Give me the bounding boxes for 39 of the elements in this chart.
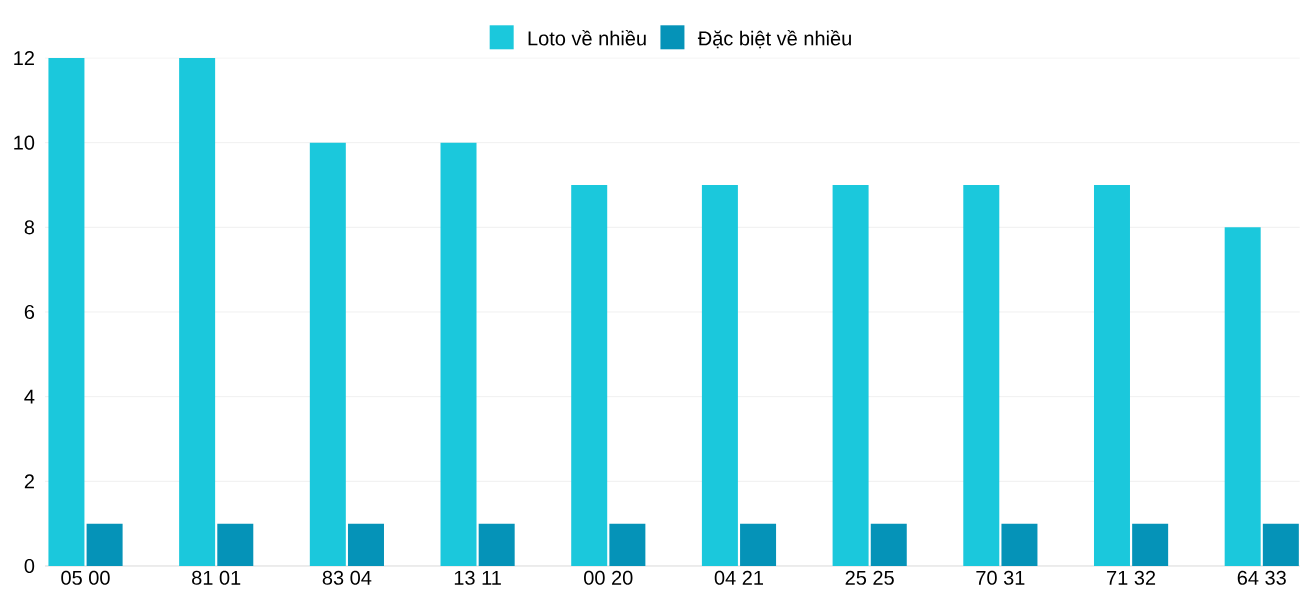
x-tick-label: 04 21 [714,570,763,585]
y-tick-label: 8 [24,220,35,235]
bar [478,523,515,566]
x-tick-label: 05 00 [61,570,110,585]
bar [1001,523,1038,566]
bar [870,523,907,566]
x-tick-label: 64 33 [1237,570,1286,585]
y-tick-label: 10 [14,135,35,150]
x-tick-label: 71 32 [1107,570,1156,585]
x-tick-label: 25 25 [845,570,894,585]
bar [1262,523,1299,566]
bar [1093,185,1130,566]
legend-label: Đặc biệt về nhiều [697,29,851,49]
bar [440,142,477,566]
bar [963,185,1000,566]
bar [701,185,738,566]
y-tick-label: 4 [24,389,35,404]
x-tick-label: 13 11 [454,570,501,585]
bar [1224,227,1261,566]
x-tick-label: 81 01 [192,570,241,585]
x-tick-label: 00 20 [584,570,633,585]
y-tick-label: 0 [24,558,35,574]
bar [1132,523,1169,566]
bar [609,523,646,566]
bar [347,523,384,566]
y-tick-label: 6 [24,304,35,320]
bar [740,523,777,566]
bar [571,185,608,566]
bar [86,523,123,566]
bar [832,185,869,566]
y-tick-label: 2 [24,474,34,489]
bar [179,58,216,566]
bar [309,142,346,566]
legend-label: Loto về nhiều [528,29,646,46]
x-tick-label: 70 31 [976,570,1025,585]
bar [217,523,254,566]
bar [48,58,85,566]
y-tick-label: 12 [14,51,34,65]
x-tick-label: 83 04 [322,570,372,585]
